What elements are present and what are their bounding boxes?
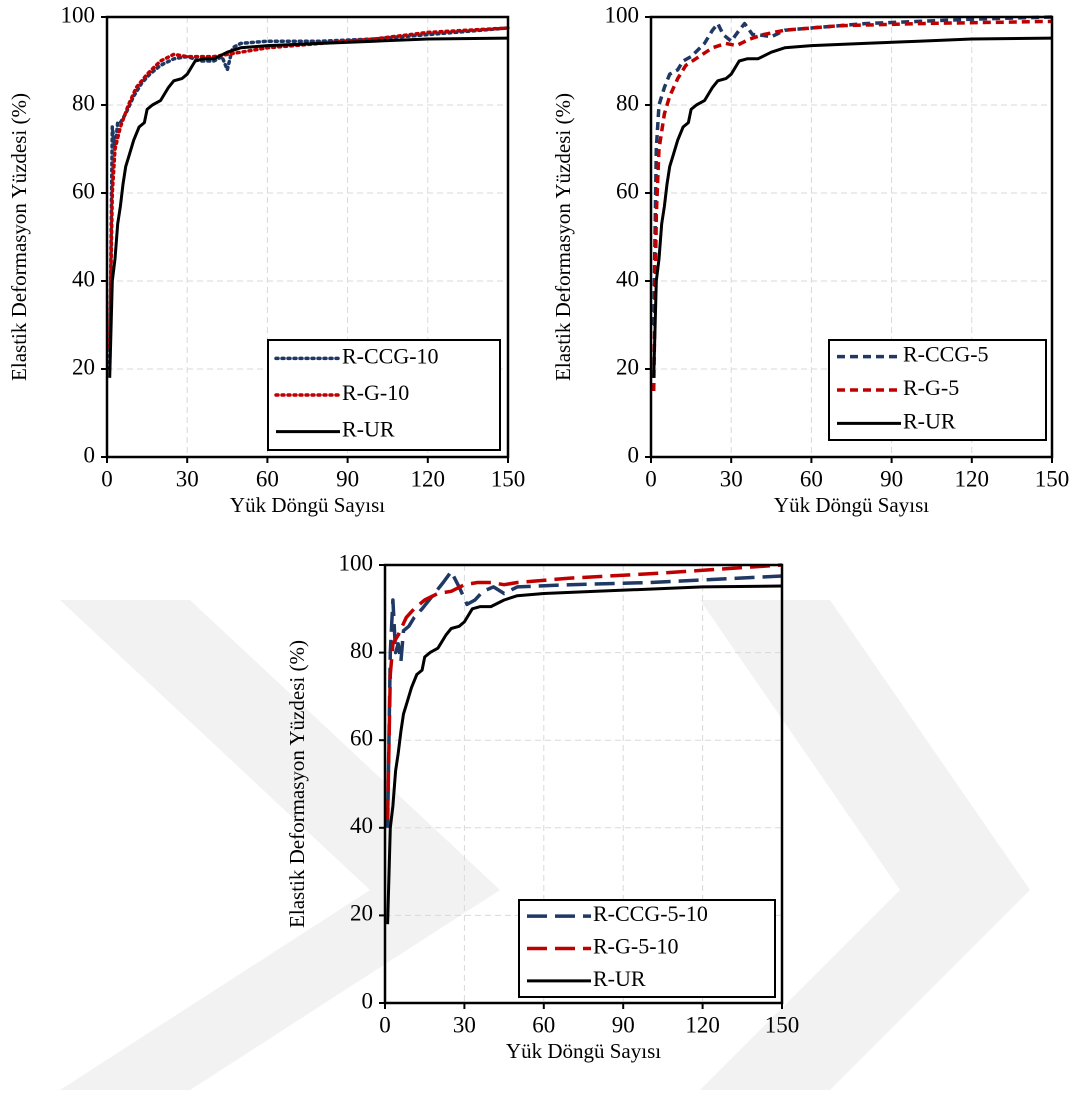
y-tick-label: 60 [72, 178, 95, 203]
x-tick-label: 120 [411, 466, 446, 491]
x-tick-label: 90 [880, 466, 903, 491]
legend-label: R-G-5 [903, 375, 959, 400]
legend-label: R-G-10 [342, 380, 409, 405]
plot-frame [383, 563, 784, 1005]
x-tick-label: 150 [1035, 466, 1070, 491]
series-line [651, 19, 1053, 392]
series-line [385, 563, 783, 820]
y-tick-label: 100 [605, 2, 640, 27]
x-tick-label: 90 [336, 466, 359, 491]
y-tick-label: 60 [616, 178, 639, 203]
y-tick-label: 20 [616, 354, 639, 379]
legend: R-CCG-10 R-G-10 R-UR [267, 339, 501, 451]
legend: R-CCG-5 R-G-5 R-UR [828, 339, 1047, 441]
legend-label: R-CCG-5 [903, 342, 989, 367]
x-axis-label: Yük Döngü Sayısı [230, 493, 385, 517]
x-tick-label: 30 [720, 466, 743, 491]
y-tick-label: 0 [84, 442, 96, 467]
y-tick-label: 40 [350, 813, 373, 838]
x-axis-label: Yük Döngü Sayısı [774, 493, 929, 517]
x-tick-label: 90 [612, 1012, 635, 1037]
x-tick-label: 60 [532, 1012, 555, 1037]
x-tick-label: 60 [800, 466, 823, 491]
y-tick-label: 60 [350, 725, 373, 750]
plot-frame [105, 15, 510, 459]
y-axis-label: Elastik Deformasyon Yüzdesi (%) [551, 93, 575, 381]
x-tick-label: 30 [176, 466, 199, 491]
x-tick-label: 0 [645, 466, 657, 491]
x-tick-label: 60 [256, 466, 279, 491]
legend-label: R-CCG-10 [342, 343, 439, 368]
watermark-chevron [60, 600, 500, 1090]
y-tick-label: 0 [362, 988, 374, 1013]
series-line [107, 26, 510, 371]
legend: R-CCG-5-10 R-G-5-10 R-UR [518, 899, 776, 998]
chart: 0 20 40 60 80 100 0 30 60 90 120 150 Yük Döngü Sayıs… [7, 2, 525, 517]
y-tick-label: 20 [350, 901, 373, 926]
series-line [386, 584, 783, 925]
y-tick-label: 40 [616, 266, 639, 291]
x-tick-label: 30 [453, 1012, 476, 1037]
y-tick-label: 100 [61, 2, 96, 27]
x-tick-label: 0 [379, 1012, 391, 1037]
y-tick-label: 80 [350, 638, 373, 663]
plot-frame [649, 15, 1054, 459]
x-tick-label: 150 [491, 466, 526, 491]
series-line [385, 569, 783, 828]
x-tick-label: 120 [955, 466, 990, 491]
y-tick-label: 100 [339, 550, 374, 575]
y-axis-label: Elastik Deformasyon Yüzdesi (%) [285, 640, 309, 928]
series-line [108, 36, 509, 378]
y-axis-label: Elastik Deformasyon Yüzdesi (%) [7, 93, 31, 381]
legend-label: R-UR [593, 966, 646, 991]
chart: 0 20 40 60 80 100 0 30 60 90 120 150 Yük Döngü Sayıs… [551, 2, 1069, 517]
y-tick-label: 0 [628, 442, 640, 467]
y-tick-label: 40 [72, 266, 95, 291]
x-tick-label: 150 [765, 1012, 800, 1037]
x-axis-label: Yük Döngü Sayısı [506, 1039, 661, 1063]
series-line [652, 36, 1053, 378]
legend-label: R-G-5-10 [593, 934, 679, 959]
x-tick-label: 0 [101, 466, 113, 491]
y-tick-label: 80 [72, 90, 95, 115]
y-tick-label: 80 [616, 90, 639, 115]
watermark-chevron [700, 600, 1030, 1090]
series-line [651, 15, 1053, 326]
legend-label: R-CCG-5-10 [593, 901, 708, 926]
x-tick-label: 120 [685, 1012, 720, 1037]
legend-label: R-UR [903, 408, 956, 433]
watermark [60, 600, 1030, 1090]
legend-label: R-UR [342, 417, 395, 442]
chart: 0 20 40 60 80 100 0 30 60 90 120 150 Yük Döngü Sayıs… [285, 550, 799, 1063]
y-tick-label: 20 [72, 354, 95, 379]
series-line [107, 26, 510, 349]
